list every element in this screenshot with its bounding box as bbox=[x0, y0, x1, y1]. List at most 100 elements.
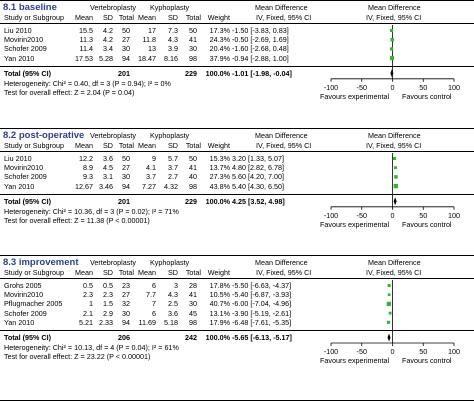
total-weight: 100.0% bbox=[205, 333, 230, 342]
study-weight: 27.3% bbox=[209, 172, 230, 182]
study-ci: -0.94 [-2.88, 1.00] bbox=[232, 53, 289, 63]
total-label: Total (95% CI) bbox=[4, 68, 51, 78]
panel-title: 8.3 improvement bbox=[3, 257, 79, 268]
panel-title: 8.1 baseline bbox=[3, 2, 57, 13]
total-label: Total (95% CI) bbox=[4, 333, 51, 342]
vert-sd: 1.5 bbox=[103, 299, 113, 309]
header-vert-total: Total bbox=[118, 268, 134, 277]
overall-effect-text: Test for overall effect: Z = 2.04 (P = 0… bbox=[4, 87, 135, 97]
md-header-left: Mean Difference bbox=[255, 131, 308, 140]
study-weight: 10.5% bbox=[209, 290, 230, 300]
forest-panel-3: 8.3 improvement Vertebroplasty Kyphoplasty… bbox=[0, 255, 474, 401]
kyph-sd: 5.18 bbox=[164, 317, 178, 327]
vert-total: 27 bbox=[122, 290, 130, 300]
kyph-total: 41 bbox=[189, 35, 197, 45]
study-name: Movirin2010 bbox=[4, 35, 44, 45]
vert-sd: 2.33 bbox=[99, 317, 113, 327]
study-weight: 40.7% bbox=[209, 299, 230, 309]
study-name: Yan 2010 bbox=[4, 53, 35, 63]
header-kyph-total: Total bbox=[185, 13, 201, 22]
header-weight: Weight bbox=[207, 268, 230, 277]
total-kyph-n: 229 bbox=[185, 68, 197, 78]
study-ci: -6.48 [-7.61, -5.35] bbox=[232, 317, 292, 327]
vert-mean: 0.5 bbox=[83, 281, 93, 290]
header-kyph-mean: Mean bbox=[138, 13, 156, 22]
study-weight: 17.9% bbox=[209, 317, 230, 327]
kyph-mean: 7.27 bbox=[142, 181, 156, 191]
vert-sd: 2.3 bbox=[103, 290, 113, 300]
favours-experimental-label: Favours experimental bbox=[320, 356, 390, 365]
kyph-total: 50 bbox=[189, 154, 197, 163]
vert-mean: 8.9 bbox=[83, 163, 93, 173]
panel-separator bbox=[0, 128, 474, 129]
header-kyph-total: Total bbox=[185, 141, 201, 150]
total-kyph-n: 229 bbox=[185, 196, 197, 206]
study-ci: -0.50 [-2.69, 1.69] bbox=[232, 35, 289, 45]
header-vert-sd: SD bbox=[103, 268, 113, 277]
header-underline bbox=[0, 151, 474, 152]
vert-mean: 9.3 bbox=[83, 172, 93, 182]
study-name: Pflugmacher 2005 bbox=[4, 299, 63, 309]
md-header-right: Mean Difference bbox=[368, 3, 421, 12]
kyph-mean: 3.7 bbox=[146, 172, 156, 182]
x-tick-label: -100 bbox=[323, 347, 339, 356]
favours-control-label: Favours control bbox=[402, 91, 452, 101]
vert-sd: 3.6 bbox=[103, 154, 113, 163]
study-name: Schofer 2009 bbox=[4, 308, 47, 318]
vert-mean: 2.3 bbox=[83, 290, 93, 300]
vert-total: 23 bbox=[122, 281, 130, 290]
header-md-method-right: IV, Fixed, 95% CI bbox=[366, 268, 422, 277]
total-vert-n: 206 bbox=[118, 333, 130, 342]
study-ci: 5.60 [4.20, 7.00] bbox=[232, 172, 284, 182]
kyph-total: 30 bbox=[189, 299, 197, 309]
x-tick-label: 0 bbox=[390, 82, 395, 92]
kyph-total: 40 bbox=[189, 172, 197, 182]
vert-total: 50 bbox=[122, 26, 130, 35]
kyph-sd: 5.7 bbox=[168, 154, 178, 163]
panel-separator bbox=[0, 0, 474, 1]
effect-square bbox=[386, 301, 391, 307]
header-md-method-left: IV, Fixed, 95% CI bbox=[256, 268, 312, 277]
x-tick-label: 50 bbox=[419, 347, 428, 356]
kyph-sd: 3.7 bbox=[168, 163, 178, 173]
forest-plot-area bbox=[330, 25, 455, 82]
pooled-diamond bbox=[390, 69, 394, 78]
kyph-sd: 4.32 bbox=[164, 181, 178, 191]
forest-panel-2: 8.2 post-operative Vertebroplasty Kyphopla… bbox=[0, 128, 474, 255]
kyph-total: 28 bbox=[189, 281, 197, 290]
kyph-mean: 7 bbox=[152, 299, 156, 309]
study-ci: -5.40 [-6.87, -3.93] bbox=[232, 290, 292, 300]
kyph-mean: 11.69 bbox=[138, 317, 156, 327]
header-study: Study or Subgroup bbox=[4, 268, 64, 277]
kyph-mean: 7.7 bbox=[146, 290, 156, 300]
study-name: Yan 2010 bbox=[4, 181, 35, 191]
kyph-sd: 7.3 bbox=[168, 26, 178, 35]
vert-mean: 5.21 bbox=[79, 317, 93, 327]
x-tick-label: -100 bbox=[323, 82, 339, 92]
total-label: Total (95% CI) bbox=[4, 196, 51, 206]
header-kyph-total: Total bbox=[185, 268, 201, 277]
kyph-sd: 4.3 bbox=[168, 290, 178, 300]
kyph-sd: 2.7 bbox=[168, 172, 178, 182]
header-vert-total: Total bbox=[118, 141, 134, 150]
effect-square bbox=[388, 311, 392, 315]
favours-control-label: Favours control bbox=[402, 219, 452, 229]
md-header-right: Mean Difference bbox=[368, 131, 421, 140]
header-vert-mean: Mean bbox=[75, 13, 93, 22]
effect-square bbox=[394, 166, 397, 170]
kyph-total: 30 bbox=[189, 44, 197, 54]
effect-square bbox=[389, 47, 394, 51]
favours-experimental-label: Favours experimental bbox=[320, 91, 390, 101]
header-vert-total: Total bbox=[118, 13, 134, 22]
total-ci: -1.01 [-1.98, -0.04] bbox=[232, 68, 292, 78]
effect-square bbox=[387, 293, 391, 297]
group-header-vertebroplasty: Vertebroplasty bbox=[90, 131, 136, 140]
x-tick-label: -50 bbox=[356, 210, 367, 220]
vert-mean: 2.1 bbox=[83, 308, 93, 318]
vert-total: 27 bbox=[122, 35, 130, 45]
study-name: Yan 2010 bbox=[4, 317, 35, 327]
x-tick-label: 0 bbox=[390, 210, 395, 220]
effect-square bbox=[389, 56, 394, 61]
vert-total: 94 bbox=[122, 317, 130, 327]
total-ci: -5.65 [-6.13, -5.17] bbox=[232, 333, 292, 342]
